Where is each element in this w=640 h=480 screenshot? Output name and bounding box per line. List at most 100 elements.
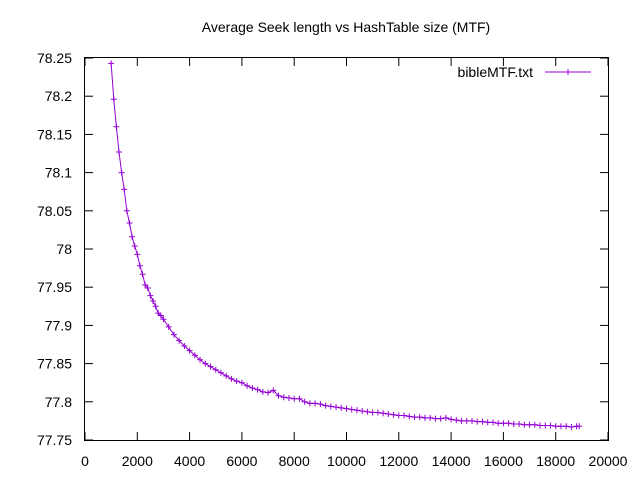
data-point: [254, 386, 261, 393]
data-point: [157, 312, 164, 319]
data-point: [463, 417, 470, 424]
data-point: [563, 423, 570, 430]
y-tick-label: 77.75: [37, 432, 72, 448]
data-point: [126, 220, 133, 227]
data-point: [374, 409, 381, 416]
data-point: [390, 411, 397, 418]
data-point: [453, 417, 460, 424]
data-point: [469, 417, 476, 424]
data-point: [149, 297, 156, 304]
data-point: [489, 419, 496, 426]
x-tick-label: 18000: [536, 453, 575, 469]
data-point: [110, 96, 117, 103]
data-point: [259, 388, 266, 395]
data-point: [118, 169, 125, 176]
y-tick-label: 78: [56, 241, 72, 257]
data-point: [144, 284, 151, 291]
data-point: [359, 407, 366, 414]
data-point: [181, 343, 188, 350]
data-point: [285, 394, 292, 401]
x-tick-label: 2000: [122, 453, 153, 469]
data-point: [115, 148, 122, 155]
data-point: [131, 242, 138, 249]
data-point: [217, 369, 224, 376]
data-point: [416, 414, 423, 421]
legend-label: bibleMTF.txt: [458, 64, 534, 80]
y-tick-label: 77.8: [45, 394, 72, 410]
data-point: [327, 403, 334, 410]
x-tick-label: 8000: [279, 453, 310, 469]
y-tick-label: 77.95: [37, 279, 72, 295]
data-point: [207, 363, 214, 370]
data-point: [176, 337, 183, 344]
data-point: [142, 281, 149, 288]
legend-marker: [565, 69, 571, 75]
data-point: [134, 251, 141, 258]
data-point: [147, 292, 154, 299]
y-tick-label: 77.85: [37, 356, 72, 372]
data-point: [306, 400, 313, 407]
data-point: [385, 411, 392, 418]
y-tick-label: 78.25: [37, 50, 72, 66]
data-point: [170, 331, 177, 338]
data-point: [270, 387, 277, 394]
data-point: [510, 420, 517, 427]
data-point: [191, 352, 198, 359]
data-point: [427, 414, 434, 421]
data-point: [291, 395, 298, 402]
x-tick-label: 6000: [226, 453, 257, 469]
chart-title: Average Seek length vs HashTable size (M…: [202, 19, 490, 35]
series-layer: [108, 60, 583, 431]
data-point: [296, 395, 303, 402]
y-tick-label: 78.2: [45, 88, 72, 104]
data-point: [123, 207, 130, 214]
data-point: [353, 407, 360, 414]
y-tick-label: 78.15: [37, 126, 72, 142]
data-point: [165, 323, 172, 330]
x-tick-label: 12000: [379, 453, 418, 469]
data-point: [576, 423, 583, 430]
data-point: [338, 404, 345, 411]
data-point: [458, 417, 465, 424]
data-point: [228, 375, 235, 382]
y-tick-label: 77.9: [45, 317, 72, 333]
data-point: [421, 414, 428, 421]
data-point: [364, 408, 371, 415]
data-point: [129, 233, 136, 240]
data-point: [280, 394, 287, 401]
data-point: [238, 379, 245, 386]
data-point: [380, 410, 387, 417]
data-point: [479, 418, 486, 425]
plot-border: [84, 57, 609, 441]
x-axis: 0 2000 4000 6000 8000 10000 12000 14000 16000 180…: [81, 58, 628, 469]
data-point: [136, 262, 143, 269]
data-point: [369, 409, 376, 416]
data-point: [333, 404, 340, 411]
data-point: [442, 414, 449, 421]
data-point: [531, 421, 538, 428]
x-tick-label: 14000: [432, 453, 471, 469]
data-point: [121, 186, 128, 193]
data-point: [186, 347, 193, 354]
data-point: [537, 422, 544, 429]
data-point: [516, 420, 523, 427]
x-tick-label: 20000: [589, 453, 628, 469]
x-tick-label: 4000: [174, 453, 205, 469]
x-tick-label: 0: [81, 453, 89, 469]
data-point: [432, 415, 439, 422]
data-point: [401, 412, 408, 419]
data-point: [113, 123, 120, 130]
data-point: [495, 420, 502, 427]
data-point: [521, 421, 528, 428]
series-line: [110, 63, 580, 428]
data-point: [411, 414, 418, 421]
data-point: [212, 366, 219, 373]
data-point: [552, 423, 559, 430]
data-point: [160, 316, 167, 323]
data-point: [108, 60, 115, 67]
x-tick-label: 10000: [327, 453, 366, 469]
data-point: [322, 402, 329, 409]
data-point: [343, 405, 350, 412]
data-point: [249, 385, 256, 392]
